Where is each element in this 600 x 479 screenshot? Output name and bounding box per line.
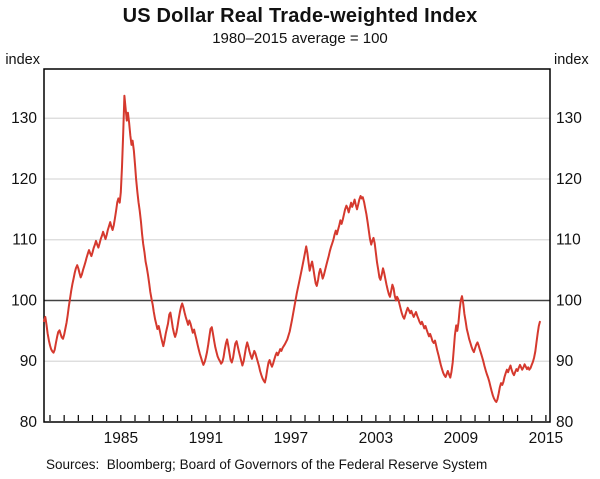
- chart-subtitle: 1980–2015 average = 100: [212, 30, 388, 47]
- y-tick-label-right: 120: [556, 171, 582, 188]
- x-tick-label: 2015: [529, 430, 563, 447]
- x-tick-label: 1997: [274, 430, 308, 447]
- y-tick-label-left: 90: [20, 353, 38, 370]
- series-line-us-dollar-twi: [43, 94, 541, 403]
- x-tick-label: 2009: [444, 430, 478, 447]
- x-tick-label: 1985: [104, 430, 138, 447]
- y-tick-label-left: 110: [12, 232, 37, 249]
- y-tick-label-right: 130: [556, 110, 582, 127]
- y-tick-label-left: 80: [20, 414, 38, 431]
- chart-title: US Dollar Real Trade-weighted Index: [122, 5, 478, 27]
- y-axis-unit-left: index: [5, 52, 40, 68]
- x-tick-label: 2003: [359, 430, 393, 447]
- y-tick-label-right: 100: [556, 292, 582, 309]
- x-tick-label: 1991: [189, 430, 223, 447]
- y-tick-label-left: 100: [11, 292, 37, 309]
- y-axis-unit-right: index: [554, 52, 589, 68]
- plot-border: [43, 68, 551, 423]
- y-tick-label-right: 80: [556, 414, 574, 431]
- y-tick-label-left: 130: [11, 110, 37, 127]
- source-note: Sources: Bloomberg; Board of Governors o…: [46, 457, 488, 472]
- y-tick-label-left: 120: [11, 171, 37, 188]
- y-tick-label-right: 90: [556, 353, 574, 370]
- y-tick-label-right: 110: [556, 232, 581, 249]
